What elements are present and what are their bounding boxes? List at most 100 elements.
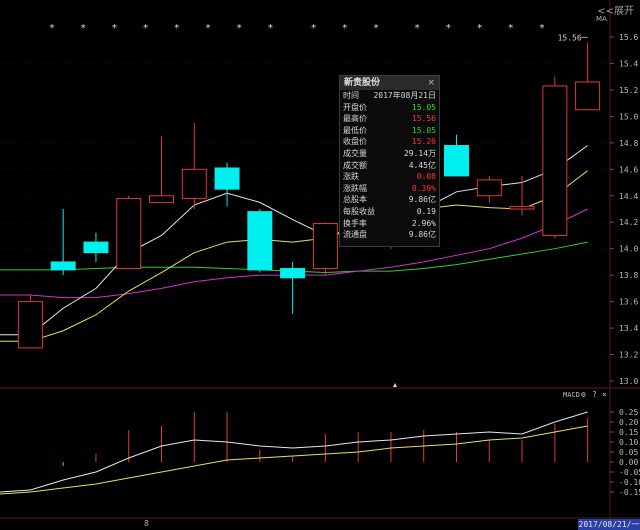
tooltip-row: 换手率 2.96% [340,218,439,230]
event-marker: * [236,23,242,34]
macd-tick-label: 0.05 [619,448,638,457]
expand-button[interactable]: <<展开 [597,6,634,17]
candle-body [17,301,43,349]
event-marker: * [143,23,149,34]
candle-body [247,211,273,271]
candle-body [312,223,338,270]
macd-dif-line [0,411,588,493]
event-marker: * [508,23,514,34]
current-date-badge: 2017/08/21/一 [578,519,640,530]
macd-label: MACD [563,391,580,399]
event-marker: * [205,23,211,34]
tooltip-row-value: 15.05 [411,125,436,135]
tooltip-row-label: 总股本 [343,195,367,205]
main-tick-label: 15.0 [619,112,638,121]
tooltip-row-value: 0.39% [411,183,436,193]
main-tick-label: 13.0 [619,377,638,386]
tooltip-row: 最高价 15.56 [340,113,439,125]
tooltip-row-label: 时间 [343,91,359,100]
tooltip-row-value: 29.14万 [403,148,436,158]
tooltip-row-label: 流通盘 [343,230,367,240]
candle-body [181,168,207,199]
tooltip-row: 涨跌幅 0.39% [340,183,439,195]
candle-body [116,197,142,270]
macd-tick-label: -0.05 [619,468,640,477]
high-price-annotation: 15.56 [558,33,582,42]
tooltip-row: 成交额 4.45亿 [340,160,439,172]
candle-body [50,261,76,271]
tooltip-row-label: 涨跌 [343,172,359,182]
ma-label: MA [596,15,607,23]
main-tick-label: 15.2 [619,86,638,95]
tooltip-row-label: 最高价 [343,114,367,124]
candle-body [509,205,535,210]
cursor-marker-icon [393,383,397,387]
candle-body [149,195,174,203]
tooltip-row: 成交量 29.14万 [340,148,439,160]
macd-dea-line [0,425,588,495]
event-marker: * [80,23,86,34]
candle-body [444,144,469,177]
tooltip-row: 收盘价 15.26 [340,136,439,148]
tooltip-row-value: 2017年08月21日 [373,91,436,100]
event-marker: * [445,23,451,34]
tooltip-row-value: 15.05 [411,102,436,112]
stock-name: 新贵股份 [344,78,381,88]
tooltip-header: 新贵股份 × [340,76,439,90]
main-tick-label: 14.0 [619,245,638,254]
main-tick-label: 13.2 [619,351,638,360]
tooltip-row-label: 最低价 [343,125,367,135]
tooltip-close-icon[interactable]: × [427,78,435,88]
tooltip-row: 涨跌 0.08 [340,171,439,183]
tooltip-rows: 时间 2017年08月21日 开盘价 15.05 最高价 15.56 最低价 15.05 收盘价… [340,90,439,241]
macd-tick-label: -0.10 [619,478,640,487]
tooltip-row-label: 每股收益 [343,206,375,216]
tooltip-row-value: 2.96% [411,218,436,228]
tooltip-row-label: 换手率 [343,218,367,228]
event-marker: * [342,23,348,34]
tooltip-row-label: 涨跌幅 [343,183,367,193]
event-marker: * [373,23,379,34]
tooltip-row-label: 收盘价 [343,137,367,147]
candle-body [214,167,240,190]
tooltip-row-value: 9.86亿 [408,195,436,205]
macd-tick-label: 0.15 [619,428,638,437]
candle-body [476,179,502,197]
main-tick-label: 14.4 [619,192,638,201]
close-icon[interactable]: × [602,390,607,399]
tooltip-row-label: 成交量 [343,148,367,158]
tooltip-row-value: 0.19 [416,206,436,216]
main-tick-label: 13.4 [619,324,638,333]
main-tick-label: 13.8 [619,271,638,280]
ma10-line [0,170,588,342]
tooltip-row: 流通盘 9.86亿 [340,229,439,241]
tooltip-row-value: 15.56 [411,114,436,124]
macd-tick-label: -0.15 [619,488,640,497]
help-icon[interactable]: ? [592,390,597,399]
tooltip-row-value: 4.45亿 [408,160,436,170]
event-marker: * [111,23,117,34]
event-marker: * [414,23,420,34]
main-tick-label: 13.6 [619,298,638,307]
macd-tick-label: 0.00 [619,458,638,467]
tooltip-row: 每股收益 0.19 [340,206,439,218]
event-marker: * [49,23,55,34]
candle-body [280,268,306,279]
stock-info-tooltip: 新贵股份 × 时间 2017年08月21日 开盘价 15.05 最高价 15.56 最低价 1… [339,75,440,247]
tooltip-row-value: 0.08 [416,172,436,182]
event-marker: * [539,23,545,34]
main-tick-label: 15.4 [619,59,638,68]
event-marker: * [267,23,273,34]
tooltip-row-value: 15.26 [411,137,436,147]
gear-icon[interactable]: ⚙ [581,390,586,399]
tooltip-row-label: 开盘价 [343,102,367,112]
tooltip-row: 最低价 15.05 [340,125,439,137]
main-tick-label: 15.6 [619,33,638,42]
event-marker: * [174,23,180,34]
candle-body [542,85,568,236]
tooltip-row: 总股本 9.86亿 [340,194,439,206]
main-tick-label: 14.8 [619,139,638,148]
macd-tick-label: 0.25 [619,408,638,417]
tooltip-row-value: 9.86亿 [408,230,436,240]
